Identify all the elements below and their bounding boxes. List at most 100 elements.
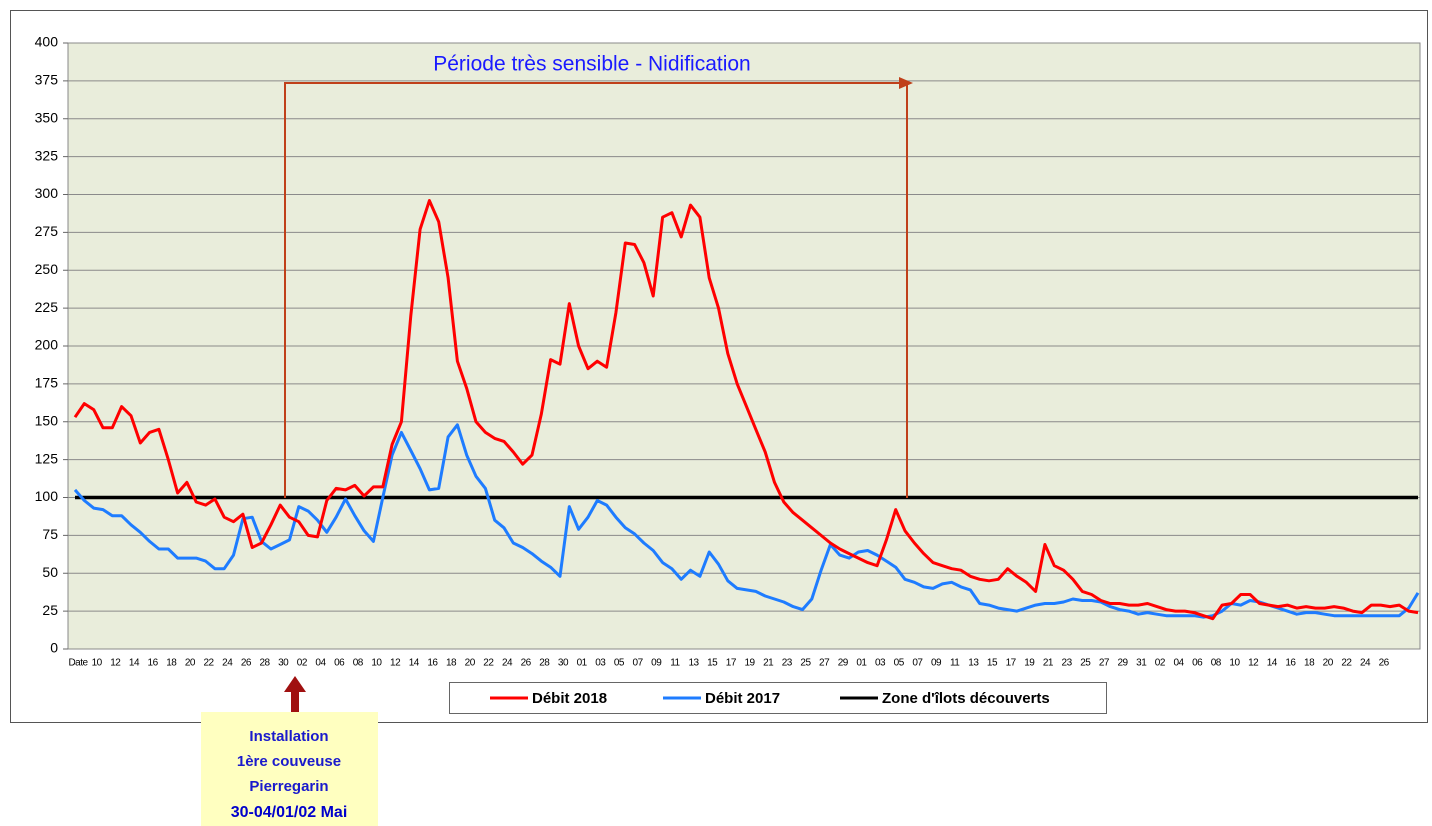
x-tick-label: 25 (1080, 658, 1091, 669)
y-tick-label: 100 (35, 488, 59, 504)
series-line (73, 199, 1419, 621)
y-tick-label: 350 (35, 109, 59, 125)
x-tick-label: 24 (222, 658, 233, 669)
legend-label: Débit 2018 (532, 690, 607, 707)
x-tick-label: 30 (558, 658, 569, 669)
x-tick-label: 11 (950, 658, 960, 669)
x-tick-label: 01 (577, 658, 588, 669)
y-tick-label: 325 (35, 147, 59, 163)
legend (449, 682, 1107, 714)
x-tick-label: 23 (1062, 658, 1073, 669)
x-tick-label: 22 (204, 658, 215, 669)
x-tick-label: 29 (838, 658, 849, 669)
x-tick-label: 22 (483, 658, 494, 669)
x-tick-label: 29 (1117, 658, 1128, 669)
y-tick-label: 25 (42, 602, 58, 618)
x-tick-label: 04 (1173, 658, 1184, 669)
x-tick-label: 27 (819, 658, 830, 669)
x-tick-label: 17 (726, 658, 737, 669)
x-tick-label: 20 (1323, 658, 1334, 669)
x-tick-label: 01 (856, 658, 867, 669)
y-tick-label: 275 (35, 223, 59, 239)
x-tick-label: 08 (353, 658, 364, 669)
x-tick-label: 04 (315, 658, 326, 669)
x-tick-label: 13 (968, 658, 979, 669)
x-tick-label: 03 (595, 658, 606, 669)
x-tick-label: 20 (185, 658, 196, 669)
x-tick-label: 30 (278, 658, 289, 669)
annotation-arrow (284, 676, 306, 712)
x-tick-label: 22 (1341, 658, 1352, 669)
x-tick-label: 08 (1211, 658, 1222, 669)
x-tick-label: 16 (1285, 658, 1296, 669)
x-tick-label: 26 (1379, 658, 1390, 669)
x-tick-label: 07 (912, 658, 923, 669)
x-tick-label: 18 (1304, 658, 1315, 669)
x-tick-label: 17 (1006, 658, 1017, 669)
x-tick-label: 21 (763, 658, 774, 669)
x-tick-label: 31 (1136, 658, 1147, 669)
x-tick-label: 06 (1192, 658, 1203, 669)
y-tick-label: 175 (35, 375, 59, 391)
x-tick-label: 26 (241, 658, 252, 669)
x-tick-label: 12 (390, 658, 401, 669)
x-tick-label: 14 (409, 658, 420, 669)
x-tick-label: 15 (987, 658, 998, 669)
x-tick-label: 24 (1360, 658, 1371, 669)
lines (73, 199, 1420, 621)
x-tick-label: 09 (931, 658, 942, 669)
x-tick-label: 10 (92, 658, 103, 669)
annotation-text: Installation (249, 728, 328, 745)
x-tick-label: 10 (371, 658, 382, 669)
x-tick-label: 06 (334, 658, 345, 669)
x-tick-label: 05 (894, 658, 905, 669)
x-tick-label: 28 (539, 658, 550, 669)
x-tick-label: 27 (1099, 658, 1110, 669)
x-tick-label: 19 (1024, 658, 1035, 669)
x-tick-label: 11 (670, 658, 680, 669)
legend-label: Débit 2017 (705, 690, 780, 707)
annotation-text: Pierregarin (249, 778, 328, 795)
y-tick-label: 250 (35, 261, 59, 277)
x-tick-label: 02 (1155, 658, 1166, 669)
period-bracket (284, 77, 913, 498)
x-tick-label: 25 (800, 658, 811, 669)
x-tick-label: 15 (707, 658, 718, 669)
x-tick-label: 16 (427, 658, 438, 669)
x-tick-label: 18 (166, 658, 177, 669)
x-tick-label: 23 (782, 658, 793, 669)
legend-label: Zone d'îlots découverts (882, 690, 1050, 707)
x-tick-label: 02 (297, 658, 308, 669)
legend-entries: Débit 2018 Débit 2017 Zone d'îlots découve… (490, 690, 1050, 707)
x-tick-label: 12 (110, 658, 121, 669)
bracket-line (284, 82, 905, 498)
y-tick-label: 300 (35, 185, 59, 201)
x-tick-label: 21 (1043, 658, 1054, 669)
y-tick-label: 150 (35, 412, 59, 428)
x-tick-label: Date (68, 658, 88, 669)
y-tick-label: 0 (50, 640, 58, 656)
x-tick-label: 18 (446, 658, 457, 669)
y-tick-label: 125 (35, 450, 59, 466)
annotation-text: 1ère couveuse (237, 753, 341, 770)
annotation-title: Période très sensible - Nidification (433, 53, 750, 76)
x-tick-label: 26 (521, 658, 532, 669)
y-tick-label: 50 (42, 564, 58, 580)
x-tick-label: 19 (744, 658, 755, 669)
y-tick-label: 225 (35, 299, 59, 315)
x-tick-label: 10 (1229, 658, 1240, 669)
y-tick-label: 375 (35, 72, 59, 88)
annotation-text: 30-04/01/02 Mai (231, 804, 348, 821)
x-tick-label: 03 (875, 658, 886, 669)
series-line (73, 423, 1420, 619)
x-tick-label: 13 (688, 658, 699, 669)
x-tick-label: 14 (1267, 658, 1278, 669)
x-tick-label: 05 (614, 658, 625, 669)
x-tick-label: 28 (259, 658, 270, 669)
y-tick-label: 75 (42, 526, 58, 542)
x-tick-label: 07 (633, 658, 644, 669)
x-tick-label: 16 (148, 658, 159, 669)
x-tick-label: 14 (129, 658, 140, 669)
x-tick-label: 20 (465, 658, 476, 669)
